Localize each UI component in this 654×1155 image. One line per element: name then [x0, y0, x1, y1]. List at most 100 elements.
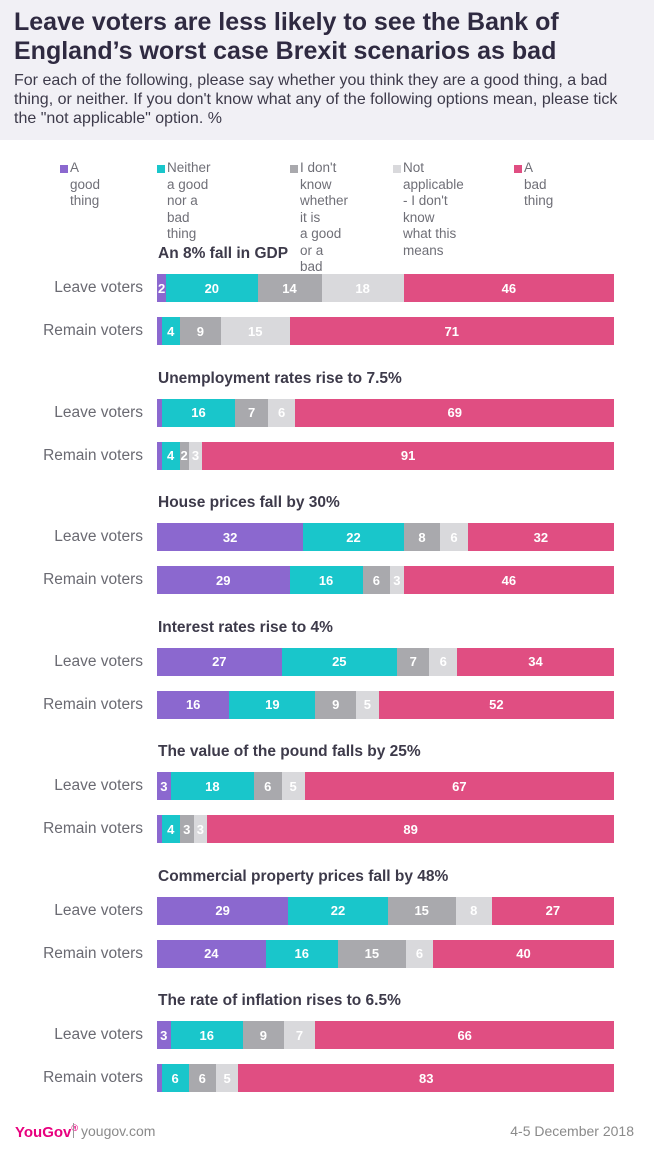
data-label: 15: [364, 946, 380, 961]
bar-segment-good: 29: [157, 566, 290, 594]
bar-segment-not-applicable: 8: [455, 896, 492, 925]
data-label: 46: [501, 572, 517, 588]
bar-segment-neither: 22: [288, 896, 388, 925]
bar-segment-dont-know: 7: [235, 398, 268, 427]
data-label: 3: [393, 572, 401, 588]
row-label: Leave voters: [54, 528, 143, 545]
bar-segment-not-applicable: 6: [440, 523, 468, 551]
bar-segment-neither: 20: [166, 274, 258, 302]
bar-segment-not-applicable: 3: [188, 441, 203, 470]
bar-segment-bad: 34: [457, 647, 614, 676]
data-label: 16: [191, 405, 206, 420]
bar-segment-bad: 40: [433, 939, 614, 968]
data-label: 40: [516, 946, 531, 961]
bar-segment-dont-know: 9: [179, 317, 221, 345]
question-title: The rate of inflation rises to 6.5%: [158, 992, 401, 1009]
bar-segment-bad: 27: [491, 896, 614, 925]
bar-segment-good: 3: [157, 1021, 171, 1049]
data-label: 4: [167, 323, 175, 339]
row-label: Leave voters: [54, 403, 143, 421]
data-label: 6: [372, 572, 380, 588]
legend-swatch: [157, 165, 165, 173]
bar-row: 29 16 6 3 46: [157, 566, 614, 594]
data-label: 69: [447, 405, 462, 420]
data-label: 16: [199, 1027, 214, 1043]
bar-segment-not-applicable: 3: [390, 566, 404, 594]
legend-swatch: [290, 165, 298, 173]
legend-label: Not applicable - I don't know what this …: [403, 160, 464, 258]
data-label: 52: [489, 697, 504, 712]
data-label: 22: [346, 529, 361, 545]
bar-segment-good: 16: [157, 690, 230, 719]
bar-row: 29 22 15 8 27: [157, 896, 614, 925]
bar-segment-bad: 89: [207, 815, 614, 843]
bar-segment-not-applicable: 3: [193, 815, 208, 843]
bar-segment-good: 29: [157, 896, 289, 925]
bar-segment-good: [157, 815, 162, 843]
data-label: 6: [264, 778, 272, 794]
row-label: Remain voters: [43, 1069, 143, 1086]
bar-segment-not-applicable: 18: [321, 274, 404, 302]
data-label: 29: [216, 572, 231, 588]
data-label: 46: [501, 280, 517, 296]
bar-segment-good: 3: [157, 772, 171, 800]
bar-segment-neither: 18: [170, 772, 254, 800]
bar-segment-neither: 16: [289, 566, 363, 594]
data-label: 6: [450, 529, 458, 545]
data-label: 3: [196, 821, 205, 837]
bar-row: 27 25 7 6 34: [157, 647, 614, 676]
legend-label: Neither a good nor a bad thing: [167, 160, 211, 241]
data-label: 2: [157, 280, 166, 296]
bar-segment-dont-know: 6: [253, 772, 282, 800]
data-label: 5: [223, 1070, 231, 1086]
row-label: Remain voters: [43, 944, 143, 962]
data-label: 5: [363, 697, 371, 712]
footer-site-link[interactable]: yougov.com: [81, 1123, 156, 1139]
bar-segment-not-applicable: 7: [283, 1021, 316, 1049]
bar-row: 3 18 6 5 67: [157, 772, 614, 800]
bar-segment-good: 24: [157, 939, 266, 968]
row-label: Remain voters: [43, 820, 143, 837]
data-label: 15: [414, 903, 429, 918]
chart-subtitle: For each of the following, please say wh…: [14, 72, 618, 127]
bar-row: 24 16 15 6 40: [157, 939, 614, 968]
data-label: 9: [259, 1027, 267, 1043]
data-label: 27: [545, 903, 561, 918]
data-label: 20: [204, 280, 220, 296]
question-title: An 8% fall in GDP: [158, 245, 289, 262]
data-label: 4: [167, 821, 175, 837]
legend-swatch: [60, 165, 68, 173]
bar-segment-not-applicable: 5: [281, 772, 305, 800]
row-label: Leave voters: [54, 777, 143, 794]
bar-row: 6 6 5 83: [157, 1064, 614, 1092]
footer-date: 4-5 December 2018: [510, 1123, 634, 1139]
bar-row: 4 3 3 89: [157, 815, 614, 843]
footer-separator: [73, 1123, 74, 1138]
data-label: 6: [171, 1070, 179, 1086]
data-label: 6: [415, 946, 424, 961]
bar-row: 32 22 8 6 32: [157, 523, 614, 551]
bar-segment-bad: 71: [289, 317, 614, 345]
bar-segment-neither: 6: [161, 1064, 189, 1092]
bar-segment-bad: 52: [378, 690, 614, 719]
data-label: 4: [166, 448, 175, 463]
bar-row: 3 16 9 7 66: [157, 1021, 614, 1049]
data-label: 34: [528, 654, 543, 669]
data-label: 29: [215, 903, 230, 918]
bar-segment-good: [157, 398, 162, 427]
bar-segment-good: [157, 317, 162, 345]
data-label: 7: [295, 1027, 304, 1043]
data-label: 67: [452, 778, 467, 794]
bar-segment-neither: 16: [170, 1021, 243, 1049]
data-label: 6: [198, 1070, 206, 1086]
bar-segment-good: 27: [157, 647, 282, 676]
data-label: 3: [191, 448, 200, 463]
bar-segment-neither: 16: [265, 939, 338, 968]
bar-segment-dont-know: 3: [179, 815, 194, 843]
bar-segment-bad: 46: [403, 274, 614, 302]
bar-segment-dont-know: 9: [242, 1021, 284, 1049]
question-title: Unemployment rates rise to 7.5%: [158, 369, 402, 387]
legend: A good thing Neither a good nor a bad thi…: [0, 160, 654, 291]
bar-segment-dont-know: 8: [403, 523, 441, 551]
data-label: 71: [444, 323, 459, 339]
